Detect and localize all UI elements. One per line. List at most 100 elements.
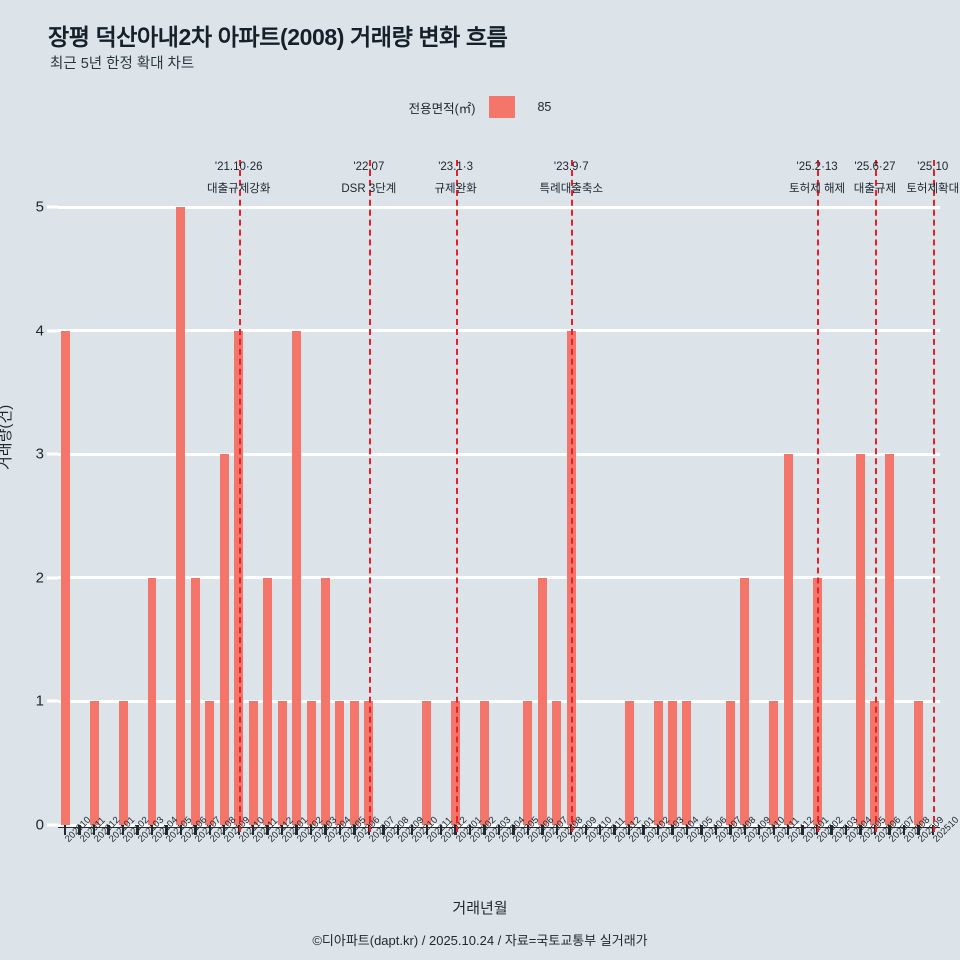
event-line-3 <box>455 160 458 832</box>
gridline-4 <box>58 329 940 333</box>
gridline-5 <box>58 205 940 209</box>
x-tick-mark <box>700 825 703 835</box>
bar[interactable] <box>682 701 692 825</box>
x-tick-mark <box>280 825 284 835</box>
event-label-2: DSR 3단계 <box>341 183 397 195</box>
bar[interactable] <box>523 701 533 825</box>
bar[interactable] <box>364 701 374 825</box>
x-tick-mark <box>613 825 616 835</box>
y-tick-label-3: 3 <box>35 445 44 463</box>
x-tick-mark <box>425 825 428 835</box>
bar[interactable] <box>190 577 200 825</box>
bar[interactable] <box>480 701 489 825</box>
x-tick-mark <box>121 825 125 835</box>
x-tick-mark <box>411 825 414 835</box>
bar[interactable] <box>668 701 677 825</box>
legend-label-85: 85 <box>537 100 552 114</box>
x-tick-mark <box>541 825 544 835</box>
x-tick-mark <box>772 825 775 835</box>
legend-title: 전용면적(㎡) <box>408 101 476 116</box>
bar[interactable] <box>176 207 186 825</box>
page-title: 장평 덕산아내2차 아파트(2008) 거래량 변화 흐름 <box>48 24 508 50</box>
y-tick-mark-2 <box>47 576 58 580</box>
x-tick-mark <box>902 825 906 835</box>
event-line-7 <box>932 160 935 832</box>
x-tick-mark <box>382 825 385 835</box>
bar[interactable] <box>277 701 287 825</box>
legend: 전용면적(㎡) 85 <box>0 96 960 118</box>
x-tick-mark <box>729 825 732 835</box>
event-line-6 <box>874 160 877 832</box>
x-tick-mark <box>295 825 298 835</box>
bar[interactable] <box>349 701 359 825</box>
x-tick-mark <box>830 825 833 835</box>
y-tick-label-5: 5 <box>35 198 44 216</box>
x-tick-mark <box>888 825 891 835</box>
x-tick-mark <box>266 825 269 835</box>
bar[interactable] <box>537 577 547 825</box>
event-label-6: 대출규제 <box>853 183 897 195</box>
event-date-5: '25.2·13 <box>796 161 838 173</box>
x-tick-mark <box>64 825 67 835</box>
x-tick-mark <box>107 825 110 835</box>
x-tick-mark <box>786 825 790 835</box>
bar[interactable] <box>725 701 735 825</box>
event-line-4 <box>571 160 574 832</box>
x-tick-mark <box>338 825 342 835</box>
x-tick-mark <box>917 825 920 835</box>
bar[interactable] <box>769 701 779 825</box>
bar[interactable] <box>783 454 793 825</box>
x-tick-mark <box>497 825 501 835</box>
x-tick-mark <box>396 825 399 835</box>
legend-swatch-85 <box>489 96 516 118</box>
y-tick-label-0: 0 <box>35 816 44 834</box>
footer-credit: ©디아파트(dapt.kr) / 2025.10.24 / 자료=국토교통부 실… <box>312 933 648 948</box>
event-line-2 <box>368 160 371 832</box>
x-tick-mark <box>584 825 587 835</box>
bar[interactable] <box>884 454 894 825</box>
x-tick-mark <box>468 825 472 835</box>
event-date-3: '23.1·3 <box>438 161 474 173</box>
bar[interactable] <box>335 701 345 825</box>
bar[interactable] <box>292 330 302 825</box>
x-tick-mark <box>251 825 255 835</box>
bar[interactable] <box>855 454 865 825</box>
bar[interactable] <box>147 577 157 825</box>
bar[interactable] <box>422 701 432 825</box>
x-tick-mark <box>599 825 602 835</box>
bar[interactable] <box>321 577 330 825</box>
bar[interactable] <box>740 577 750 825</box>
x-tick-mark <box>627 825 631 835</box>
bar[interactable] <box>205 701 215 825</box>
x-tick-mark <box>237 825 240 835</box>
bar[interactable] <box>234 330 244 825</box>
bar[interactable] <box>812 577 822 825</box>
event-date-6: '25.6·27 <box>854 161 896 173</box>
x-tick-mark <box>714 825 718 835</box>
y-tick-label-2: 2 <box>35 569 44 587</box>
bar[interactable] <box>89 701 99 825</box>
event-label-7: 토허제확대 <box>906 183 960 195</box>
bar[interactable] <box>60 330 70 825</box>
x-tick-mark <box>92 825 96 835</box>
bar[interactable] <box>653 701 663 825</box>
x-tick-mark <box>353 825 356 835</box>
event-label-3: 규제완화 <box>434 183 477 195</box>
event-date-2: '22.07 <box>353 161 385 173</box>
bar[interactable] <box>624 701 634 825</box>
bar[interactable] <box>219 454 229 825</box>
bar[interactable] <box>870 701 880 825</box>
x-tick-mark <box>78 825 81 835</box>
x-tick-mark <box>150 825 154 835</box>
bar[interactable] <box>263 577 273 825</box>
gridline-2 <box>58 576 940 580</box>
event-date-4: '23.9·7 <box>553 161 589 173</box>
bar[interactable] <box>552 701 562 825</box>
bar[interactable] <box>913 701 923 825</box>
bar[interactable] <box>306 701 316 825</box>
x-tick-mark <box>642 825 645 835</box>
x-tick-mark <box>324 825 327 835</box>
bar[interactable] <box>118 701 128 825</box>
bar[interactable] <box>248 701 258 825</box>
